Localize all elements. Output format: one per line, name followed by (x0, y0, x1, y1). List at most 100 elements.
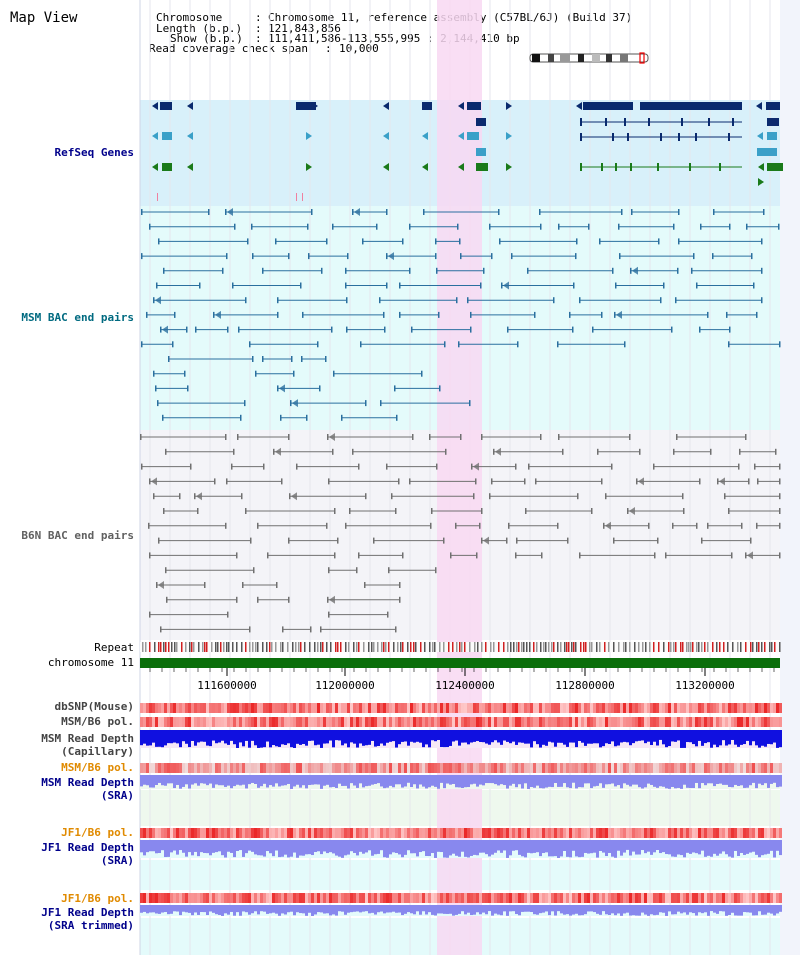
msm-bac-pair-end (660, 297, 662, 304)
msm-depth-sra-bar (362, 775, 365, 788)
msm-bac-pair-end (444, 341, 446, 348)
repeat-element (481, 642, 483, 652)
msm-depth-capillary-bar (629, 730, 632, 746)
jf1-b6-pol-2-cell (494, 893, 497, 903)
jf1-depth-sra-bar (323, 840, 326, 852)
jf1-depth-sra-trimmed-bar (458, 905, 461, 914)
jf1-b6-pol-cell (143, 828, 146, 838)
msm-depth-sra-bar (473, 775, 476, 784)
jf1-b6-pol-cell (335, 828, 338, 838)
jf1-b6-pol-2-cell (335, 893, 338, 903)
jf1-b6-pol-2-cell (647, 893, 650, 903)
jf1-depth-sra-trimmed-bar (179, 905, 182, 916)
jf1-depth-sra-bar (470, 840, 473, 856)
jf1-depth-sra-bar (704, 840, 707, 857)
msm-depth-sra-bar (677, 775, 680, 788)
jf1-depth-sra-trimmed-bar (260, 905, 263, 912)
jf1-b6-pol-cell (503, 828, 506, 838)
jf1-b6-pol-cell (629, 828, 632, 838)
msm-depth-capillary-bar (779, 730, 782, 748)
jf1-b6-pol-2-cell (767, 893, 770, 903)
jf1-b6-pol-cell (521, 828, 524, 838)
jf1-b6-pol-2-cell (305, 893, 308, 903)
msm-depth-capillary-bar (518, 730, 521, 743)
msm-depth-capillary-bar (581, 730, 584, 743)
msm-b6-pol-cell (650, 717, 653, 727)
msm-bac-pair-end (575, 253, 577, 260)
info-key-chromosome: Chromosome (156, 11, 223, 24)
repeat-element (266, 642, 268, 652)
msm-depth-sra-bar (425, 775, 428, 789)
info-value-coverage: 10,000 (339, 42, 379, 55)
msm-depth-sra-bar (170, 775, 173, 784)
jf1-b6-pol-cell (575, 828, 578, 838)
msm-depth-capillary-bar (431, 730, 434, 741)
dbsnp-cell (158, 703, 161, 713)
dbsnp-cell (344, 703, 347, 713)
jf1-b6-pol-cell (755, 828, 758, 838)
jf1-depth-sra-bar (689, 840, 692, 854)
msm-depth-sra-bar (191, 775, 194, 785)
repeat-element (761, 642, 763, 652)
dbsnp-cell (524, 703, 527, 713)
repeat-element (638, 642, 640, 652)
info-key-show: Show (b.p.) (170, 32, 243, 45)
msm-bac-pair-end (383, 311, 385, 318)
msm-depth-sra-bar (656, 775, 659, 788)
jf1-depth-sra-bar (674, 840, 677, 857)
repeat-element (215, 642, 217, 652)
msm-bac-pair-end (199, 282, 201, 289)
jf1-b6-pol-2-cell (242, 893, 245, 903)
b6n-bac-pair-end (683, 508, 685, 514)
msm-depth-sra-bar (758, 775, 761, 784)
msm-b6-pol-cell (200, 717, 203, 727)
msm-b6-pol-cell (500, 717, 503, 727)
jf1-depth-sra-trimmed-bar (233, 905, 236, 916)
msm-b6-pol-2-cell (587, 763, 590, 773)
b6n-bac-pair-end (601, 478, 603, 485)
msm-bac-pair-end (470, 326, 472, 333)
msm-depth-sra-bar (674, 775, 677, 789)
msm-bac-pair-end (753, 282, 755, 289)
b6n-bac-pair-end (197, 508, 199, 514)
jf1-b6-pol-cell (260, 828, 263, 838)
track-label-jf1-depth-sra: JF1 Read Depth (SRA) (41, 841, 134, 867)
msm-depth-sra-bar (275, 775, 278, 784)
msm-depth-capillary-bar (224, 730, 227, 744)
msm-depth-capillary-bar (464, 730, 467, 743)
jf1-b6-pol-cell (761, 828, 764, 838)
b6n-bac-pair-end (327, 434, 329, 440)
msm-bac-pair-end (671, 326, 673, 333)
msm-bac-pair-arrow (215, 310, 221, 319)
dbsnp-cell (173, 703, 176, 713)
dbsnp-cell (386, 703, 389, 713)
msm-depth-capillary-bar (227, 730, 230, 745)
dbsnp-cell (755, 703, 758, 713)
msm-b6-pol-cell (194, 717, 197, 727)
jf1-b6-pol-cell (437, 828, 440, 838)
jf1-b6-pol-cell (158, 828, 161, 838)
dbsnp-cell (293, 703, 296, 713)
b6n-bac-pair-end (731, 552, 733, 559)
msm-bac-pair-end (308, 253, 310, 260)
ideogram-band (620, 54, 628, 62)
msm-depth-sra-bar (662, 775, 665, 787)
msm-bac-pair-end (631, 209, 633, 215)
msm-depth-sra-bar (416, 775, 419, 789)
msm-b6-pol-2-cell (284, 763, 287, 773)
msm-depth-sra-bar (755, 775, 758, 789)
dbsnp-cell (587, 703, 590, 713)
msm-depth-capillary-bar (194, 730, 197, 746)
jf1-depth-sra-bar (149, 840, 152, 852)
msm-depth-sra-bar (458, 775, 461, 788)
jf1-depth-sra-trimmed-bar (770, 905, 773, 914)
msm-depth-sra-bar (725, 775, 728, 785)
b6n-bac-pair-end (358, 552, 360, 559)
jf1-b6-pol-cell (635, 828, 638, 838)
msm-depth-capillary-bar (530, 730, 533, 748)
msm-depth-capillary-bar (665, 730, 668, 748)
jf1-b6-pol-2-cell (314, 893, 317, 903)
repeat-element (752, 642, 754, 652)
jf1-depth-sra-bar (185, 840, 188, 857)
